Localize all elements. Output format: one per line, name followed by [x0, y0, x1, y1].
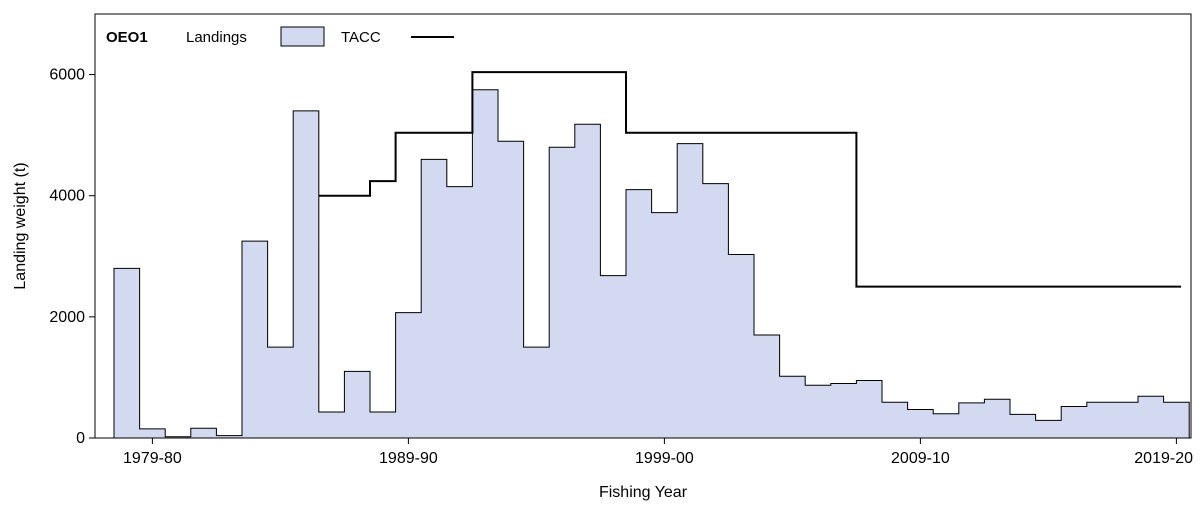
- y-axis-label: Landing weight (t): [12, 162, 29, 289]
- x-tick-label: 1979-80: [123, 450, 182, 467]
- landings-bar: [293, 110, 320, 439]
- x-tick-label: 2019-20: [1134, 450, 1193, 467]
- landings-bar: [1061, 406, 1088, 438]
- plot-frame: [94, 13, 1192, 439]
- landings-bar: [549, 147, 576, 438]
- landings-bar: [830, 383, 857, 438]
- landings-bar: [1138, 396, 1165, 438]
- landings-bar: [754, 335, 781, 438]
- chart-title: OEO1: [106, 29, 148, 46]
- landings-bar: [472, 89, 499, 438]
- legend-landings-swatch: [280, 26, 325, 47]
- landings-bar: [498, 141, 525, 438]
- legend-tacc-label: TACC: [341, 29, 381, 46]
- landings-bar: [267, 347, 294, 438]
- landings-bar: [805, 385, 832, 438]
- landings-bar: [165, 436, 192, 438]
- landings-series: [114, 89, 1190, 439]
- landings-outline: [113, 89, 1190, 438]
- landings-bar: [395, 312, 422, 438]
- landings-bar: [242, 241, 269, 438]
- landings-bar: [1112, 402, 1139, 438]
- x-axis-label: Fishing Year: [599, 484, 688, 501]
- landings-bar: [856, 380, 883, 438]
- y-axis: 0 2000 4000 6000: [49, 67, 95, 447]
- landings-bar: [728, 254, 755, 438]
- landings-bar: [933, 413, 960, 438]
- x-axis: 1979-80 1989-90 1999-00 2009-10 2019-20: [123, 438, 1193, 467]
- tacc-line: [318, 71, 1181, 288]
- landings-bar: [1086, 402, 1113, 438]
- landings-bar: [651, 212, 678, 438]
- x-tick-label: 1999-00: [635, 450, 694, 467]
- landings-bar: [446, 186, 473, 438]
- landings-bar: [421, 159, 448, 438]
- y-tick-label: 0: [76, 430, 85, 447]
- landings-bar: [677, 143, 704, 438]
- landings-bar: [779, 376, 806, 438]
- landings-bar: [523, 347, 550, 438]
- landings-bar: [984, 399, 1011, 438]
- landings-bar: [139, 428, 166, 438]
- landings-bar: [114, 268, 141, 438]
- landings-bar: [1035, 420, 1062, 438]
- landings-bar: [190, 428, 217, 438]
- y-tick-label: 2000: [49, 309, 85, 326]
- y-tick-label: 6000: [49, 67, 85, 84]
- landings-bar: [216, 435, 243, 438]
- landings-bar: [882, 402, 909, 438]
- landings-bar: [1163, 402, 1190, 438]
- x-tick-label: 2009-10: [891, 450, 950, 467]
- legend-landings-label: Landings: [186, 29, 247, 46]
- landings-bar: [370, 411, 397, 438]
- landings-bar: [344, 371, 371, 438]
- landings-bar: [907, 409, 934, 438]
- y-tick-label: 4000: [49, 188, 85, 205]
- landings-bar: [318, 411, 345, 438]
- x-tick-label: 1989-90: [379, 450, 438, 467]
- landings-bar: [702, 183, 729, 438]
- landings-bar: [626, 189, 653, 438]
- landings-bar: [600, 275, 627, 438]
- landings-bar: [958, 402, 985, 438]
- landings-bar: [1010, 414, 1037, 438]
- landings-bar: [574, 124, 601, 439]
